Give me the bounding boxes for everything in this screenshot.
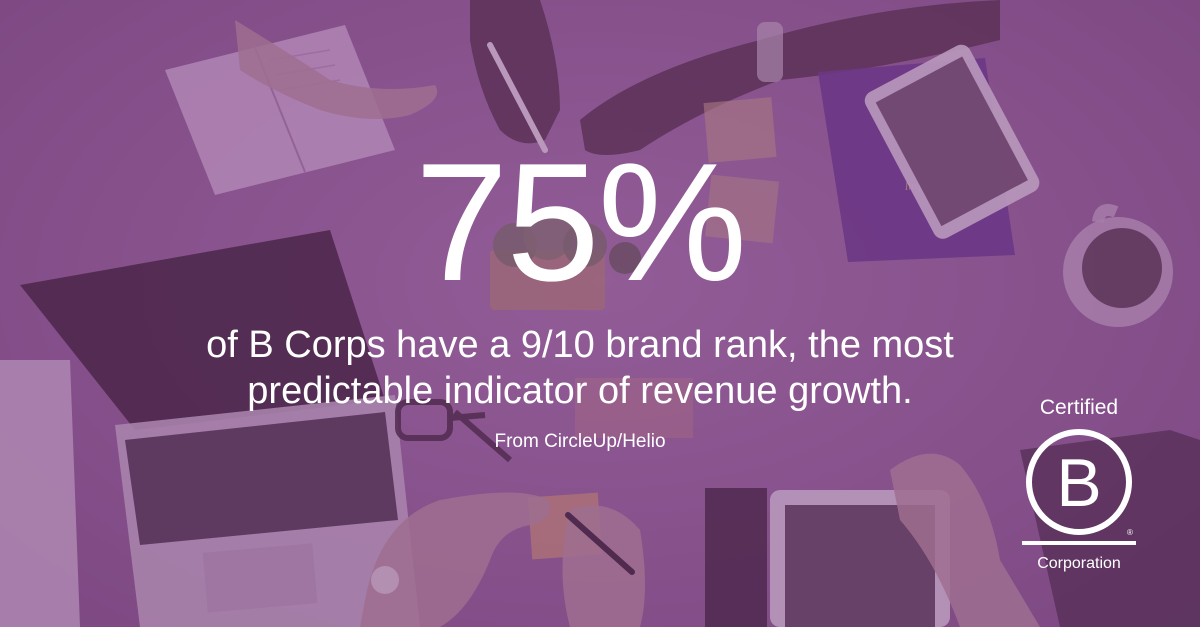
hand-left-top: [235, 20, 438, 119]
logo-divider: [1022, 541, 1136, 545]
tablet-top-right: [864, 44, 1040, 239]
sticky-note-2: [704, 174, 780, 244]
logo-registered-mark: ®: [1127, 528, 1133, 537]
pen-top: [487, 42, 548, 153]
wristwatch: [757, 22, 783, 82]
notebook-left-edge: [0, 360, 80, 627]
certified-b-corporation-logo: Certified B ® Corporation: [1022, 396, 1136, 572]
pen-bottom: [565, 512, 635, 575]
logo-circle: [1026, 429, 1132, 535]
arm-top-right: [580, 0, 1000, 155]
coffee-mug: [1063, 204, 1173, 327]
logo-b-letter: B: [1056, 445, 1101, 521]
headline-stat: 75%: [414, 128, 747, 316]
eyeglasses: [395, 399, 512, 463]
headline-description: of B Corps have a 9/10 brand rank, the m…: [206, 324, 954, 412]
desk-object-right: [1020, 430, 1200, 627]
laptop: [20, 230, 420, 627]
hand-bottom-right: [890, 453, 1040, 627]
hand-bottom-center: [562, 505, 645, 627]
logo-corporation-text: Corporation: [1037, 555, 1121, 572]
wristwatch-bottom: [371, 566, 399, 594]
logo-certified-text: Certified: [1040, 396, 1118, 419]
hand-bottom-left: [360, 492, 550, 627]
sticky-note-4: [575, 378, 693, 438]
sticky-note-1: [703, 97, 777, 163]
succulent-plant: [490, 210, 641, 310]
source-attribution: From CircleUp/Helio: [494, 431, 666, 452]
arm-top-center: [470, 0, 560, 144]
